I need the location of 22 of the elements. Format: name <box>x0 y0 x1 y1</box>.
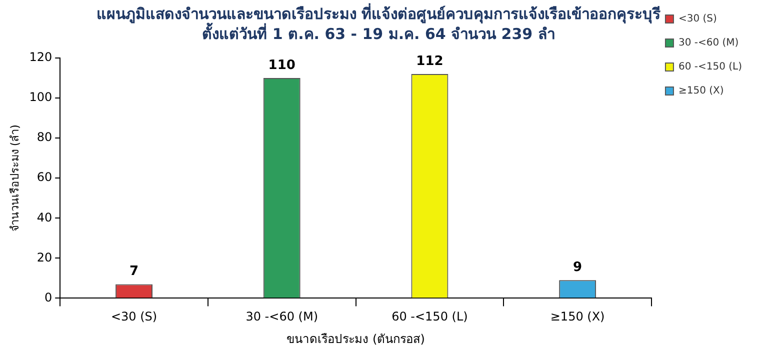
y-tick-label: 20 <box>36 250 52 264</box>
y-tick-label: 60 <box>36 170 52 184</box>
y-axis-title: จำนวนเรือประมง (ลำ) <box>8 124 22 232</box>
x-tick-label: <30 (S) <box>110 310 158 324</box>
x-tick-label: 60 -<150 (L) <box>392 310 468 324</box>
x-tick-label: 30 -<60 (M) <box>246 310 318 324</box>
data-label: 110 <box>268 58 296 73</box>
x-axis-title: ขนาดเรือประมง (ตันกรอส) <box>286 332 425 346</box>
data-label: 9 <box>573 260 582 276</box>
legend-label: 30 -<60 (M) <box>678 38 739 49</box>
chart-title: แผนภูมิแสดงจำนวนและขนาดเรือประมง ที่แจ้งต่อศูนย์ควบคุมการแจ้งเรือเข้าออกคุระบุรี <box>96 2 662 24</box>
data-label: 112 <box>416 54 444 69</box>
y-tick-label: 0 <box>44 290 52 304</box>
y-tick-label: 40 <box>36 210 52 224</box>
data-label: 7 <box>130 264 139 280</box>
legend-label: <30 (S) <box>678 14 717 25</box>
legend-label: 60 -<150 (L) <box>678 62 742 73</box>
y-tick-label: 80 <box>36 130 52 144</box>
x-tick-label: ≥150 (X) <box>550 310 605 324</box>
y-tick-label: 120 <box>29 50 52 64</box>
y-tick-label: 100 <box>29 90 52 104</box>
legend-label: ≥150 (X) <box>678 86 724 97</box>
